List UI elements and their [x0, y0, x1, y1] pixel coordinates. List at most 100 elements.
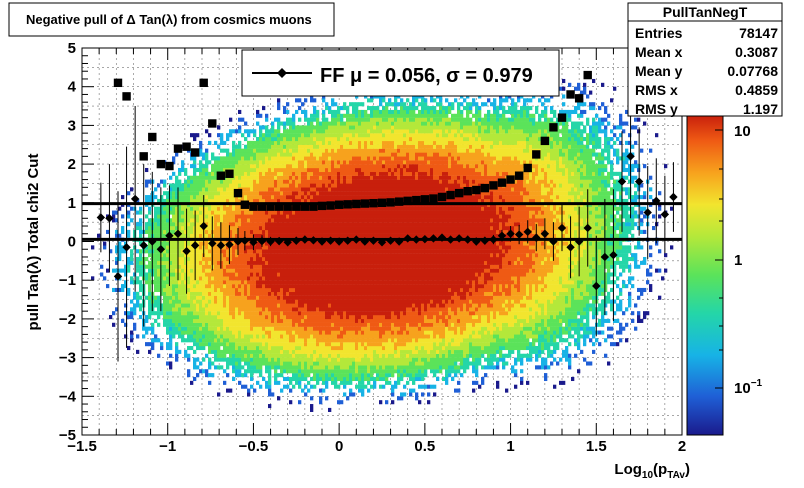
heatmap-cell — [253, 358, 256, 362]
heatmap-cell — [307, 350, 310, 354]
heatmap-cell — [172, 307, 175, 311]
heatmap-cell — [301, 156, 304, 160]
heatmap-cell — [310, 396, 313, 400]
heatmap-cell — [250, 319, 253, 323]
heatmap-cell — [319, 373, 322, 377]
heatmap-cell — [346, 164, 349, 168]
heatmap-cell — [361, 226, 364, 230]
heatmap-cell — [220, 164, 223, 168]
heatmap-cell — [139, 284, 142, 288]
heatmap-cell — [316, 152, 319, 156]
heatmap-cell — [289, 334, 292, 338]
heatmap-cell — [208, 160, 211, 164]
heatmap-cell — [364, 385, 367, 389]
heatmap-cell — [184, 350, 187, 354]
heatmap-cell — [271, 176, 274, 180]
heatmap-cell — [208, 218, 211, 222]
heatmap-cell — [361, 284, 364, 288]
heatmap-cell — [250, 300, 253, 304]
heatmap-cell — [325, 334, 328, 338]
heatmap-cell — [217, 323, 220, 327]
heatmap-cell — [244, 342, 247, 346]
heatmap-cell — [334, 381, 337, 385]
heatmap-cell — [349, 160, 352, 164]
heatmap-cell — [346, 211, 349, 215]
heatmap-cell — [286, 292, 289, 296]
heatmap-cell — [298, 377, 301, 381]
heatmap-cell — [205, 149, 208, 153]
heatmap-cell — [310, 118, 313, 122]
heatmap-cell — [196, 296, 199, 300]
heatmap-cell — [130, 257, 133, 261]
heatmap-cell — [247, 226, 250, 230]
heatmap-cell — [262, 346, 265, 350]
heatmap-cell — [307, 311, 310, 315]
heatmap-cell — [346, 303, 349, 307]
heatmap-cell — [295, 365, 298, 369]
heatmap-cell — [367, 249, 370, 253]
heatmap-cell — [310, 164, 313, 168]
heatmap-cell — [241, 315, 244, 319]
heatmap-cell — [343, 137, 346, 141]
heatmap-cell — [364, 226, 367, 230]
heatmap-cell — [193, 187, 196, 191]
heatmap-cell — [352, 296, 355, 300]
heatmap-cell — [361, 168, 364, 172]
heatmap-cell — [373, 272, 376, 276]
heatmap-cell — [163, 269, 166, 273]
heatmap-cell — [346, 346, 349, 350]
heatmap-cell — [289, 141, 292, 145]
heatmap-cell — [157, 276, 160, 280]
heatmap-cell — [313, 149, 316, 153]
heatmap-cell — [376, 164, 379, 168]
heatmap-cell — [328, 377, 331, 381]
heatmap-cell — [238, 180, 241, 184]
heatmap-cell — [313, 176, 316, 180]
heatmap-cell — [199, 257, 202, 261]
heatmap-cell — [352, 211, 355, 215]
heatmap-cell — [340, 381, 343, 385]
heatmap-cell — [163, 214, 166, 218]
heatmap-cell — [208, 176, 211, 180]
heatmap-cell — [304, 125, 307, 129]
heatmap-cell — [172, 288, 175, 292]
heatmap-cell — [247, 214, 250, 218]
heatmap-cell — [346, 334, 349, 338]
heatmap-cell — [301, 222, 304, 226]
heatmap-cell — [367, 284, 370, 288]
heatmap-cell — [208, 230, 211, 234]
heatmap-cell — [316, 369, 319, 373]
heatmap-cell — [373, 346, 376, 350]
heatmap-cell — [262, 230, 265, 234]
heatmap-cell — [217, 160, 220, 164]
heatmap-cell — [355, 377, 358, 381]
heatmap-cell — [334, 145, 337, 149]
heatmap-cell — [295, 338, 298, 342]
heatmap-cell — [226, 137, 229, 141]
heatmap-cell — [100, 272, 103, 276]
heatmap-cell — [319, 334, 322, 338]
heatmap-cell — [178, 183, 181, 187]
heatmap-cell — [343, 311, 346, 315]
heatmap-cell — [340, 133, 343, 137]
heatmap-cell — [244, 122, 247, 126]
heatmap-cell — [286, 160, 289, 164]
heatmap-cell — [301, 102, 304, 106]
heatmap-cell — [250, 249, 253, 253]
heatmap-cell — [226, 280, 229, 284]
heatmap-cell — [268, 129, 271, 133]
heatmap-cell — [361, 354, 364, 358]
heatmap-cell — [199, 284, 202, 288]
heatmap-cell — [376, 257, 379, 261]
heatmap-cell — [223, 141, 226, 145]
heatmap-cell — [205, 311, 208, 315]
heatmap-cell — [325, 122, 328, 126]
heatmap-cell — [298, 176, 301, 180]
heatmap-cell — [301, 180, 304, 184]
heatmap-cell — [166, 242, 169, 246]
heatmap-cell — [223, 311, 226, 315]
heatmap-cell — [298, 183, 301, 187]
heatmap-cell — [301, 342, 304, 346]
heatmap-cell — [247, 261, 250, 265]
heatmap-cell — [244, 156, 247, 160]
